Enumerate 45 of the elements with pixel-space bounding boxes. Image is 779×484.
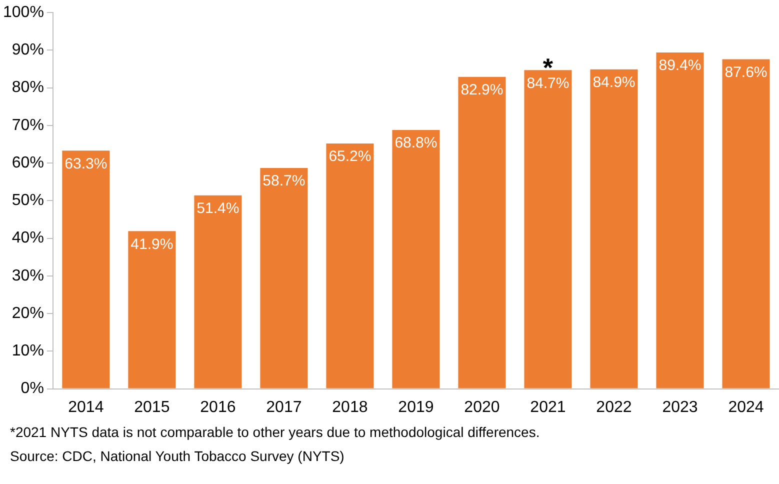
y-tick-label: 90% [12,42,44,59]
bar [326,144,374,388]
data-label: 41.9% [130,236,174,253]
bar [590,69,638,388]
y-tick-label: 30% [12,267,44,284]
bar [392,130,440,388]
bar [722,59,770,388]
y-tick-label: 20% [12,304,44,322]
y-tick-label: 50% [12,192,44,210]
bar [62,150,110,388]
x-tick-label: 2022 [596,398,632,416]
data-label: 89.4% [658,57,702,74]
data-label: 84.9% [592,74,636,92]
y-tick-label: 70% [12,116,44,134]
data-label: 65.2% [328,148,372,166]
y-tick-label: 80% [12,79,44,96]
data-label: 58.7% [262,172,306,190]
x-tick-label: 2016 [200,398,236,416]
bar [128,231,176,388]
x-tick-label: 2020 [464,398,500,416]
x-tick-label: 2018 [332,398,368,416]
y-tick-label: 100% [3,4,44,22]
x-tick-label: 2014 [68,398,104,416]
bar [194,195,242,388]
x-tick-label: 2019 [398,398,434,416]
data-label: 87.6% [724,64,768,81]
x-tick-label: 2024 [728,398,764,416]
x-tick-label: 2017 [266,398,302,416]
y-tick-label: 0% [20,380,44,398]
bar [458,76,506,388]
bar [260,168,308,388]
data-label: 82.9% [460,82,504,99]
bar [656,52,704,388]
x-tick-label: 2023 [662,398,698,416]
data-label: 68.8% [394,134,438,152]
y-tick-label: 60% [12,154,44,172]
y-tick-label: 40% [12,230,44,247]
source-note: Source: CDC, National Youth Tobacco Survey (NYTS) [10,447,346,466]
text: *2021 NYTS data is not comparable to other years due to methodological differences. [10,423,541,442]
x-tick-label: 2015 [134,398,170,416]
y-tick-label: 10% [12,342,44,360]
x-tick-label: 2021 [530,398,566,416]
bar [524,70,572,388]
data-label: 63.3% [64,155,108,172]
data-label: 51.4% [196,200,240,218]
